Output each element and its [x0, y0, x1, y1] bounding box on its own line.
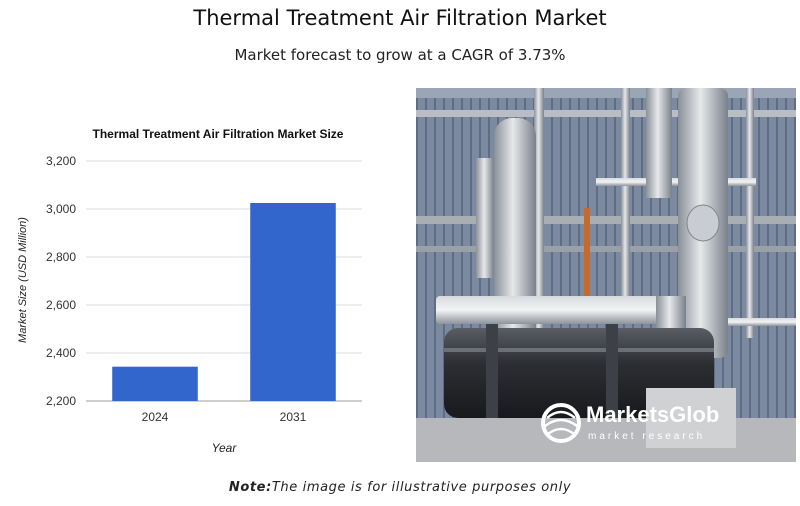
- logo-text: MarketsGlob: [586, 402, 719, 427]
- illustration-photo: MarketsGlob market research: [416, 88, 796, 462]
- logo-subtext: market research: [588, 431, 705, 442]
- bar-chart: Thermal Treatment Air Filtration Market …: [10, 120, 380, 465]
- x-axis-label: Year: [212, 441, 238, 455]
- note: Note:The image is for illustrative purpo…: [0, 480, 800, 495]
- industrial-plant-illustration: MarketsGlob market research: [416, 88, 796, 462]
- y-axis-label: Market Size (USD Million): [17, 217, 29, 343]
- y-tick-label: 2,200: [46, 394, 76, 408]
- y-tick-label: 2,400: [46, 346, 76, 360]
- page-title: Thermal Treatment Air Filtration Market: [193, 6, 607, 30]
- x-tick-label: 2031: [280, 410, 307, 424]
- y-tick-label: 2,800: [46, 250, 76, 264]
- y-tick-label: 3,000: [46, 202, 76, 216]
- bar-2031: [250, 203, 336, 401]
- bar-chart-svg: Thermal Treatment Air Filtration Market …: [17, 127, 362, 455]
- bar-2024: [112, 366, 198, 401]
- y-tick-label: 3,200: [46, 154, 76, 168]
- note-label: Note:: [228, 480, 272, 495]
- x-tick-label: 2024: [142, 410, 169, 424]
- y-tick-label: 2,600: [46, 298, 76, 312]
- marketsglob-logo: MarketsGlob market research: [541, 402, 719, 443]
- page-subtitle: Market forecast to grow at a CAGR of 3.7…: [234, 46, 566, 64]
- chart-title: Thermal Treatment Air Filtration Market …: [93, 127, 344, 141]
- note-text: The image is for illustrative purposes o…: [271, 480, 572, 495]
